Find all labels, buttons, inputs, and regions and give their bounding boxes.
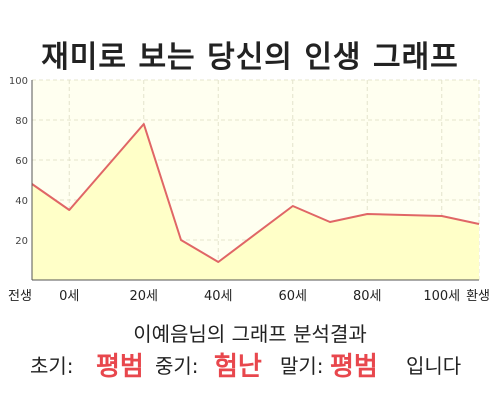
- middle-label: 중기:: [155, 354, 199, 378]
- x-tick-label: 20세: [129, 289, 158, 304]
- x-tick-labels: 전생 0세 20세 40세 60세 80세 100세 환생: [8, 289, 490, 304]
- result-suffix: 입니다: [406, 354, 462, 378]
- axes: [31, 80, 479, 281]
- x-tick-label: 전생: [8, 289, 32, 304]
- middle-value: 험난: [214, 352, 262, 382]
- y-tick-label: 80: [15, 116, 28, 127]
- x-tick-label: 환생: [466, 289, 490, 304]
- y-tick-label: 100: [9, 76, 28, 87]
- y-tick-label: 40: [15, 196, 28, 207]
- x-tick-label: 60세: [278, 289, 307, 304]
- y-tick-label: 20: [15, 236, 28, 247]
- early-label: 초기:: [30, 354, 74, 378]
- y-tick-label: 60: [15, 156, 28, 167]
- x-tick-label: 80세: [353, 289, 382, 304]
- life-graph-chart: 20 40 60 80 100 전생 0세 20세 40세 60세 80세 100세 환생: [8, 76, 490, 304]
- early-value: 평범: [96, 352, 144, 382]
- x-tick-label: 100세: [423, 289, 460, 304]
- y-tick-labels: 20 40 60 80 100: [9, 76, 28, 247]
- x-tick-label: 40세: [204, 289, 233, 304]
- late-value: 평범: [330, 352, 378, 382]
- result-subtitle: 이예음님의 그래프 분석결과: [133, 322, 367, 346]
- life-area: [32, 124, 479, 280]
- result-line: 초기: 평범 중기: 험난 말기: 평범 입니다: [0, 346, 500, 382]
- late-label: 말기:: [280, 354, 324, 378]
- page-title: 재미로 보는 당신의 인생 그래프: [41, 40, 459, 75]
- x-tick-label: 0세: [59, 289, 79, 304]
- life-line: [31, 123, 480, 263]
